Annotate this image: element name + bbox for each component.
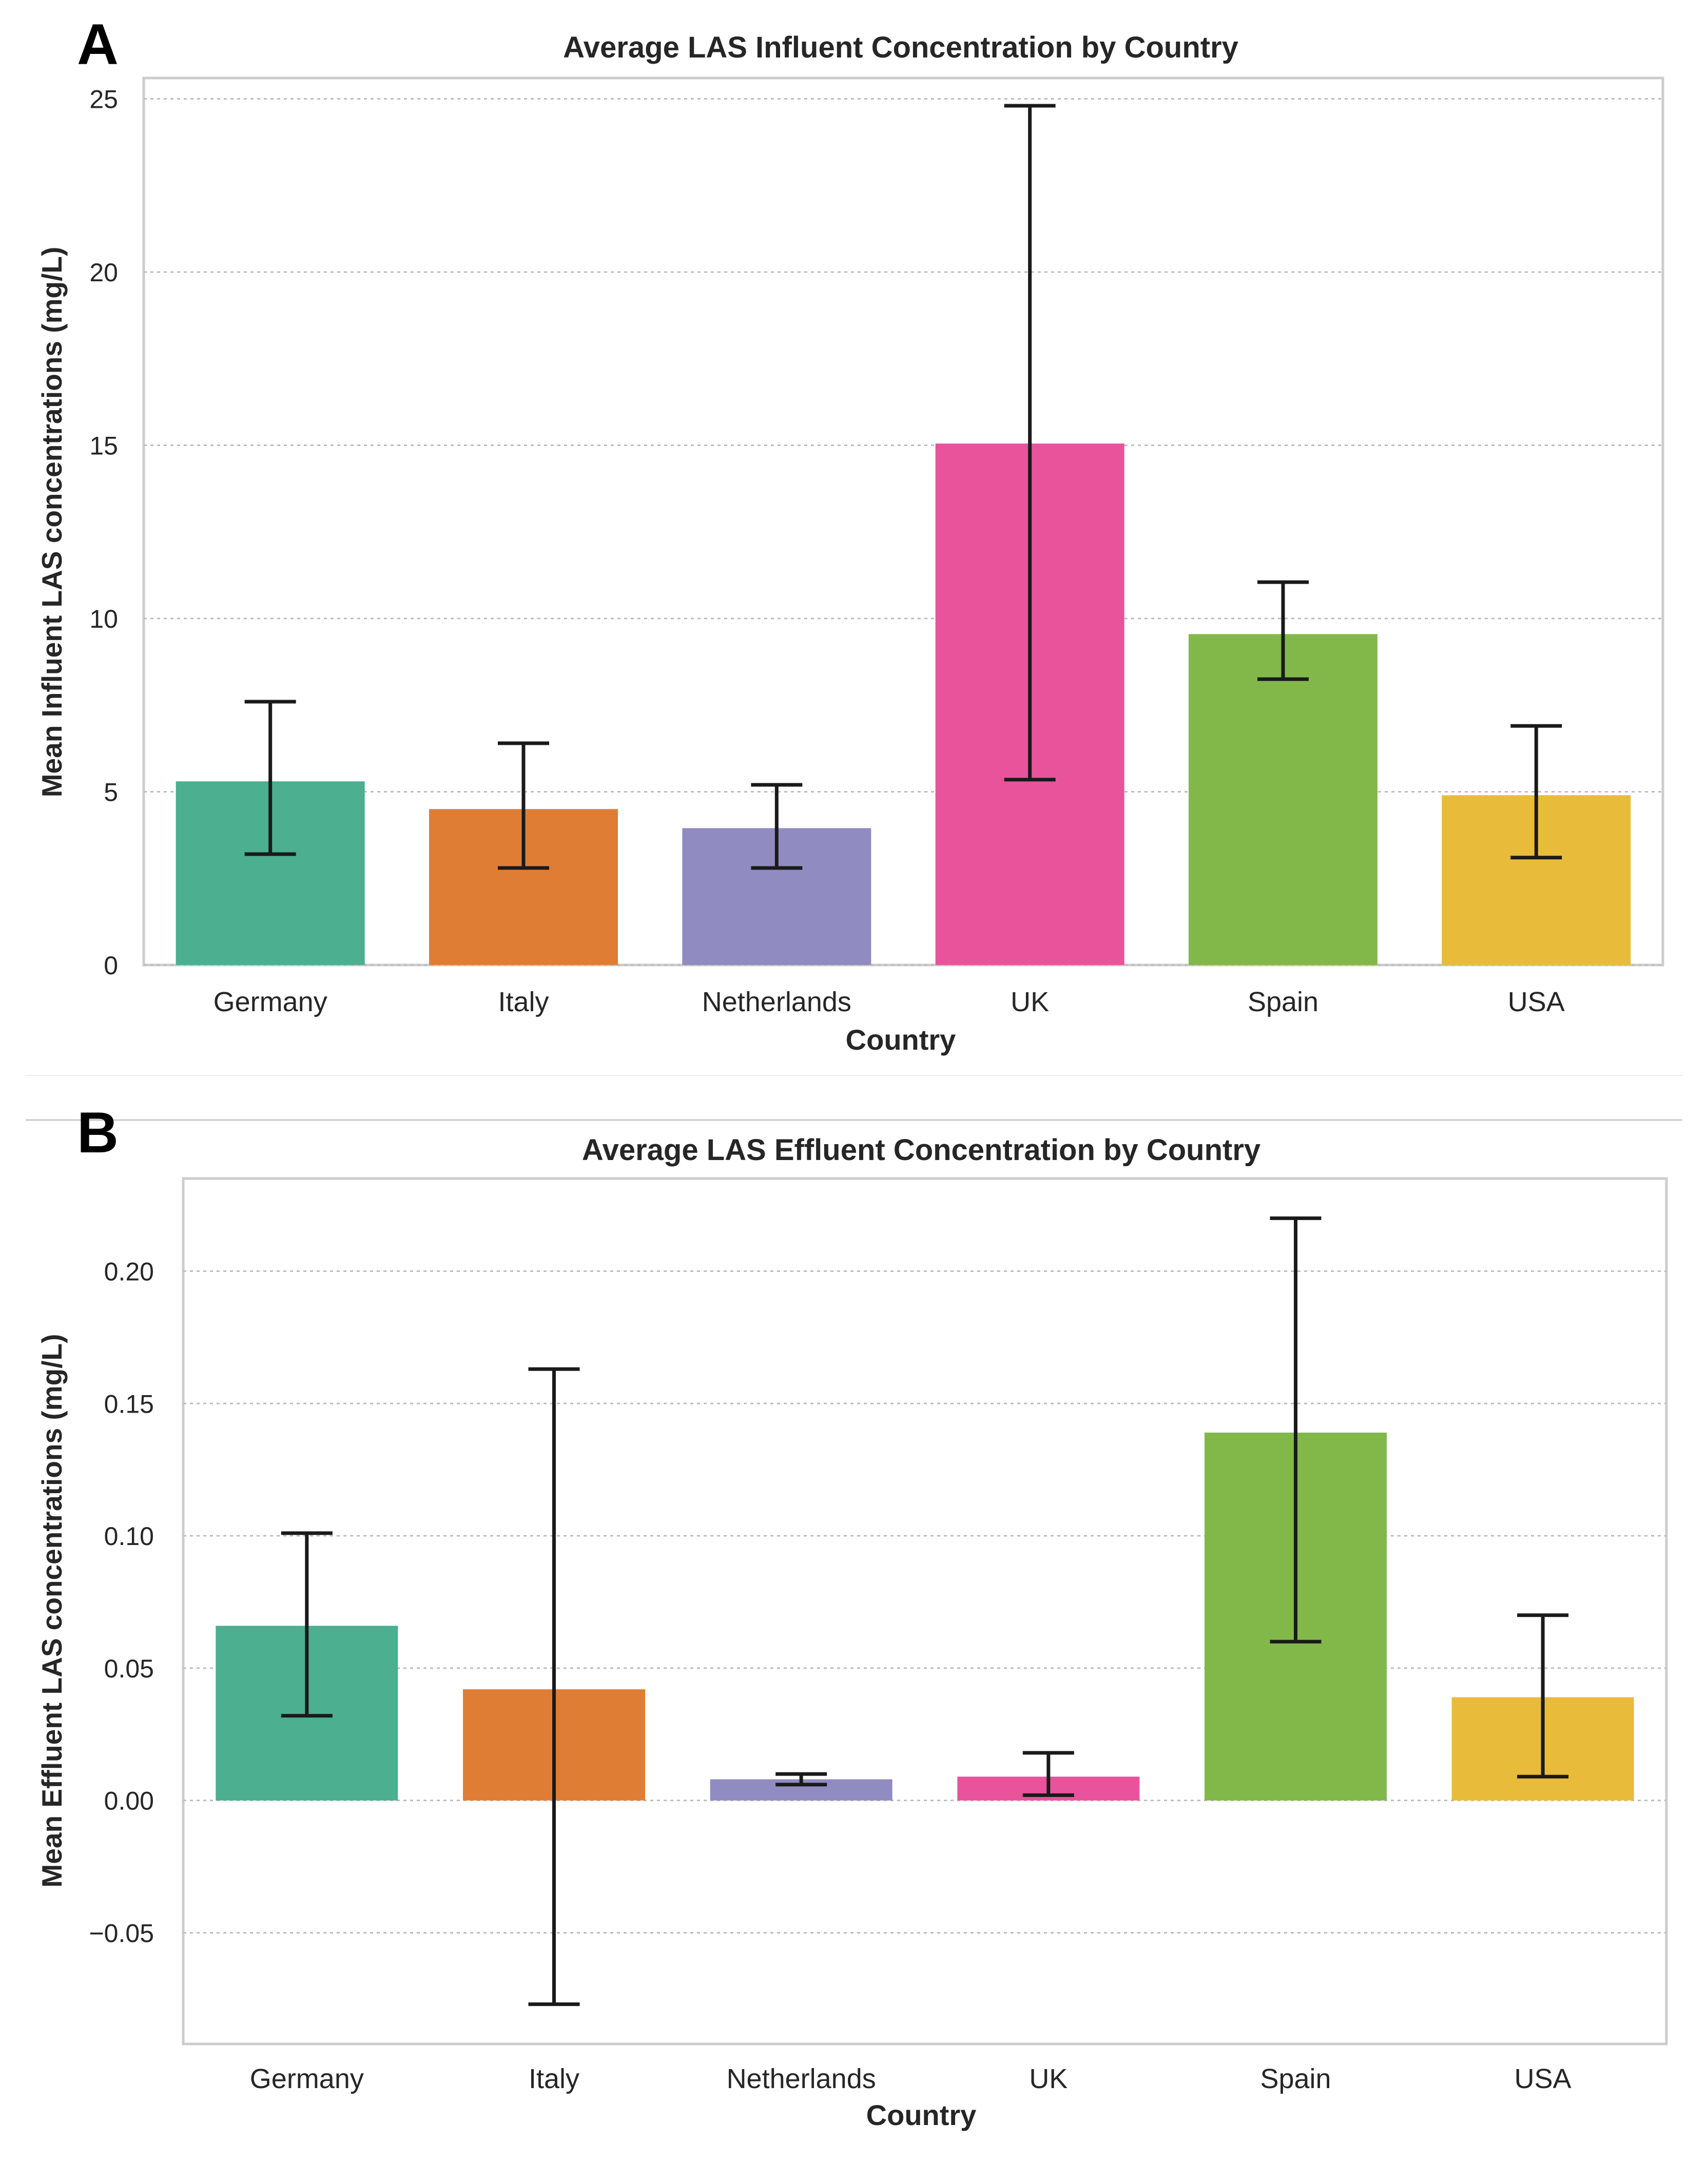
panel-b-x-tick-label-uk: UK (1029, 2063, 1068, 2094)
panel-a-x-tick-label-germany: Germany (214, 987, 327, 1017)
panel-b-error-bar-germany (281, 1531, 333, 1718)
panel-b-y-tick-label: 0.00 (104, 1787, 154, 1816)
panel-a-y-axis-label: Mean Influent LAS concentrations (mg/L) (36, 247, 68, 798)
panel-b-x-tick-label-spain: Spain (1260, 2063, 1331, 2094)
panel-a-x-tick-label-netherlands: Netherlands (702, 987, 851, 1017)
panel-a-title: Average LAS Influent Concentration by Co… (563, 31, 1238, 64)
panel-b-error-bar-netherlands (775, 1772, 827, 1787)
panel-a-y-tick-label: 25 (89, 85, 118, 114)
panel-b-error-bar-italy (528, 1367, 580, 2006)
panel-a-x-tick-label-italy: Italy (498, 987, 549, 1017)
panel-a: A Average LAS Influent Concentration by … (36, 12, 1664, 1056)
panel-a-x-tick-label-uk: UK (1011, 987, 1049, 1017)
panel-a-y-tick-label: 20 (89, 258, 118, 287)
panel-a-error-bar-germany (244, 700, 296, 856)
panel-b-y-tick-label: 0.15 (104, 1389, 154, 1418)
panel-b-plot-area (182, 1177, 1668, 2045)
panel-b-x-tick-label-italy: Italy (529, 2063, 579, 2094)
panel-a-error-bar-netherlands (751, 783, 803, 870)
panel-b-gridlines (183, 1270, 1666, 1934)
panel-a-y-tick-label: 15 (89, 432, 118, 460)
panel-a-x-tick-label-usa: USA (1508, 987, 1565, 1017)
panel-b-error-bar-spain (1270, 1216, 1322, 1644)
panel-b-y-tick-label: 0.05 (104, 1654, 154, 1683)
panel-a-y-tick-label: 5 (104, 778, 118, 807)
panel-b-y-ticks: −0.05 0.00 0.05 0.10 0.15 0.20 (89, 1257, 154, 1947)
panel-a-plot-area (142, 76, 1664, 967)
panel-b-title: Average LAS Effluent Concentration by Co… (582, 1133, 1260, 1167)
panel-a-x-ticks: Germany Italy Netherlands UK Spain USA (214, 987, 1565, 1017)
panel-a-y-tick-label: 0 (104, 951, 118, 980)
panel-b-letter: B (77, 1101, 119, 1165)
panel-b: B Average LAS Effluent Concentration by … (36, 1101, 1668, 2131)
panel-a-y-tick-label: 10 (89, 605, 118, 633)
panel-b-x-axis-label: Country (866, 2099, 977, 2131)
panel-b-x-tick-label-germany: Germany (250, 2063, 364, 2094)
panel-a-error-bar-spain (1257, 580, 1309, 681)
panel-a-x-tick-label-spain: Spain (1248, 987, 1318, 1017)
panel-b-x-tick-label-netherlands: Netherlands (727, 2063, 876, 2094)
panel-a-letter: A (77, 12, 119, 76)
panel-a-bar-spain (1189, 634, 1377, 965)
panel-a-y-ticks: 0 5 10 15 20 25 (89, 85, 118, 980)
panel-a-error-bars (244, 104, 1562, 870)
panel-a-error-bar-italy (498, 741, 549, 870)
panel-a-error-bar-usa (1510, 724, 1562, 860)
panel-a-error-bar-uk (1004, 104, 1056, 782)
panel-b-x-ticks: Germany Italy Netherlands UK Spain USA (250, 2063, 1571, 2094)
panel-b-y-tick-label: 0.20 (104, 1257, 154, 1286)
panel-b-error-bar-usa (1517, 1613, 1569, 1779)
panel-b-x-tick-label-usa: USA (1515, 2063, 1571, 2094)
panel-b-error-bars (281, 1216, 1569, 2006)
panel-b-y-axis-label: Mean Effluent LAS concentrations (mg/L) (36, 1334, 68, 1888)
panel-a-x-axis-label: Country (846, 1024, 956, 1056)
panel-b-y-tick-label: 0.10 (104, 1522, 154, 1551)
panel-b-y-tick-label: −0.05 (89, 1919, 154, 1947)
panel-b-error-bar-uk (1022, 1751, 1074, 1797)
